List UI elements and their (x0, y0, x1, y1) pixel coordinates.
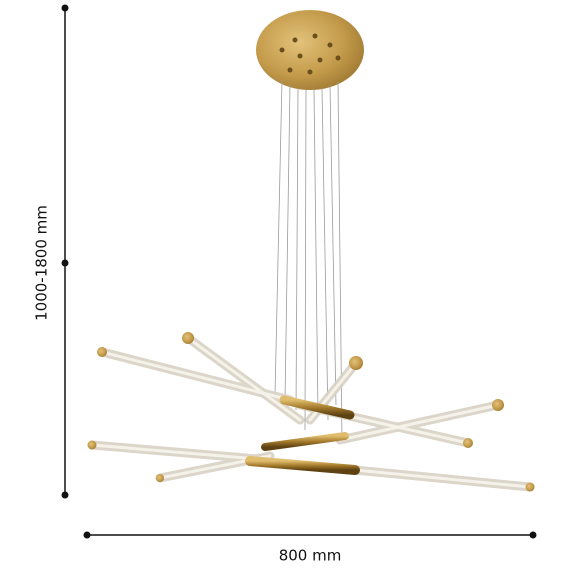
height-label: 1000-1800 mm (33, 205, 51, 321)
height-dimension: 1000-1800 mm (33, 4, 69, 499)
hubs (245, 395, 360, 475)
canopy (256, 10, 364, 90)
dimension-dot (61, 259, 69, 267)
width-label: 800 mm (279, 547, 342, 565)
dimension-dot (61, 491, 69, 499)
width-dimension: 800 mm (83, 531, 537, 565)
canopy-plate (256, 10, 364, 90)
dimension-dot (61, 4, 69, 12)
dimension-dot (83, 531, 91, 539)
dimension-dot (529, 531, 537, 539)
rods (87, 332, 535, 492)
